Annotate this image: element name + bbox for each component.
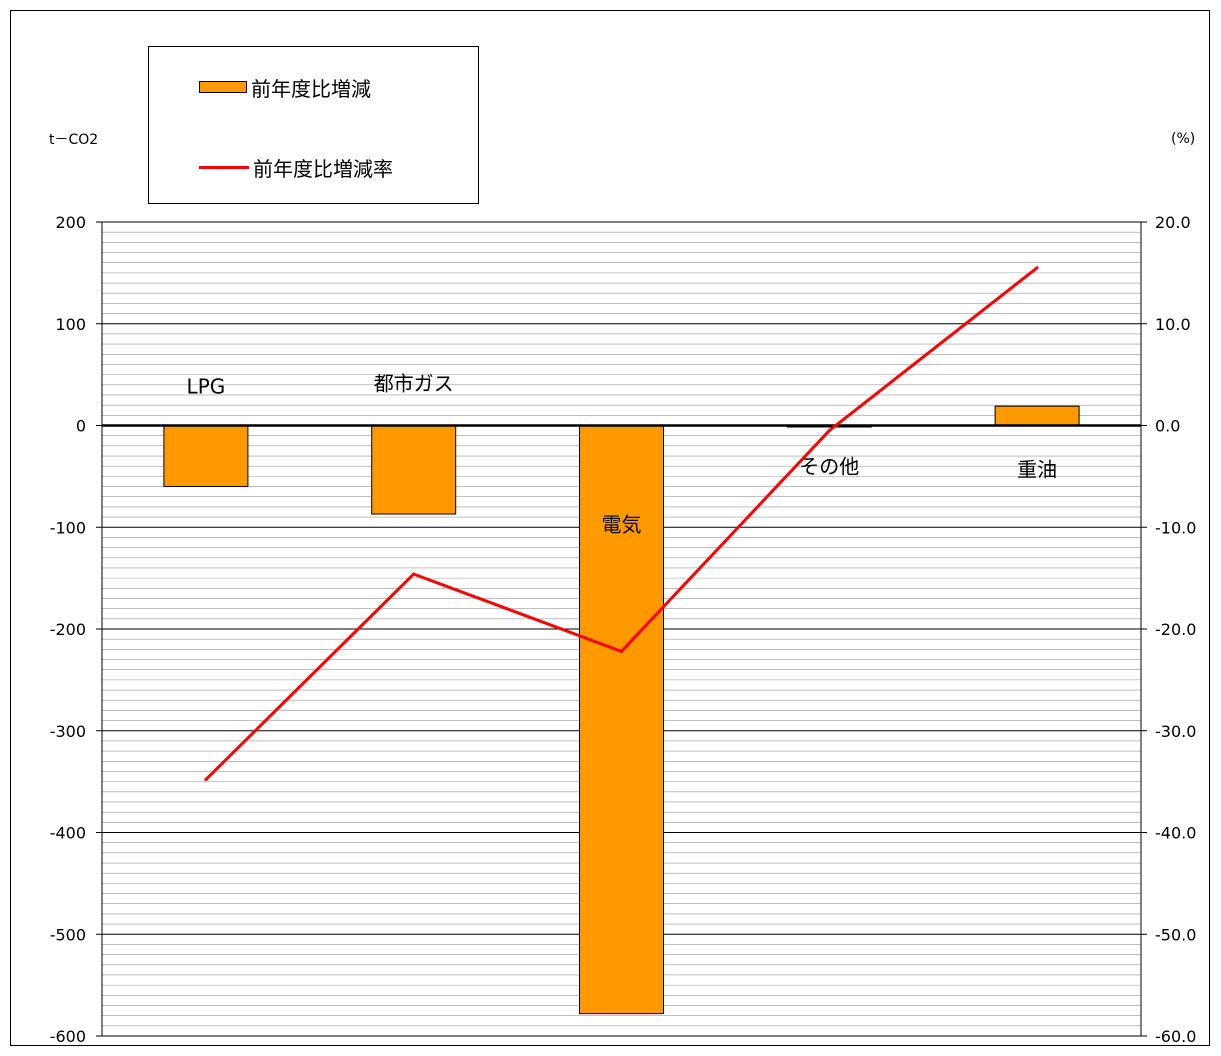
legend-bar-swatch — [199, 81, 247, 93]
rate-point-3 — [827, 429, 831, 433]
left-axis-tick-label: -500 — [50, 925, 86, 944]
left-axis-tick-label: 0 — [76, 417, 86, 436]
legend-entry-line: 前年度比増減率 — [199, 152, 393, 182]
right-axis-tick-label: 0.0 — [1155, 417, 1180, 436]
bar-2 — [579, 425, 664, 1015]
category-label: LPG — [187, 375, 226, 399]
right-axis-tick-label: -30.0 — [1155, 722, 1196, 741]
legend-bar-label: 前年度比増減 — [251, 76, 371, 101]
rate-point-4 — [1035, 266, 1039, 270]
right-axis-unit: (%) — [1171, 131, 1196, 147]
right-axis-tick-label: -50.0 — [1155, 925, 1196, 944]
category-label: 都市ガス — [374, 372, 454, 396]
chart-svg: 200 100 0 -100 -200 -300 -400 -500 -600 20.0 10.0 0… — [50, 213, 1197, 1046]
left-axis-tick-label: -300 — [50, 722, 86, 741]
rate-point-1 — [412, 572, 416, 576]
left-axis-tick-label: -600 — [50, 1027, 86, 1046]
rate-point-0 — [204, 778, 208, 782]
right-axis-tick-label: 20.0 — [1155, 213, 1191, 232]
category-label: 重油 — [1017, 458, 1057, 482]
chart-frame: 200 100 0 -100 -200 -300 -400 -500 -600 20.0 10.0 0… — [10, 10, 1210, 1046]
legend-line-label: 前年度比増減率 — [253, 156, 393, 181]
left-axis-tick-label: 100 — [55, 315, 86, 334]
right-axis-tick-label: -40.0 — [1155, 824, 1196, 843]
bar-4 — [994, 405, 1080, 427]
right-axis-tick-label: -10.0 — [1155, 518, 1196, 537]
left-axis-tick-label: -200 — [50, 620, 86, 639]
bar-1 — [371, 425, 457, 515]
right-axis-tick-label: 10.0 — [1155, 315, 1191, 334]
category-label: 電気 — [602, 513, 642, 537]
right-axis-tick-label: -20.0 — [1155, 620, 1196, 639]
rate-point-2 — [620, 649, 623, 653]
bar-0 — [163, 425, 249, 488]
left-axis-tick-label: -100 — [50, 518, 86, 537]
left-axis-tick-label: -400 — [50, 824, 86, 843]
chart-legend: 前年度比増減 前年度比増減率 — [148, 46, 479, 204]
left-axis-tick-label: 200 — [55, 213, 86, 232]
category-label: その他 — [799, 455, 859, 479]
legend-entry-bar: 前年度比増減 — [199, 72, 371, 102]
legend-line-swatch — [199, 165, 249, 169]
right-axis-tick-label: -60.0 — [1155, 1027, 1196, 1046]
left-axis-unit: t－CO2 — [49, 132, 99, 148]
